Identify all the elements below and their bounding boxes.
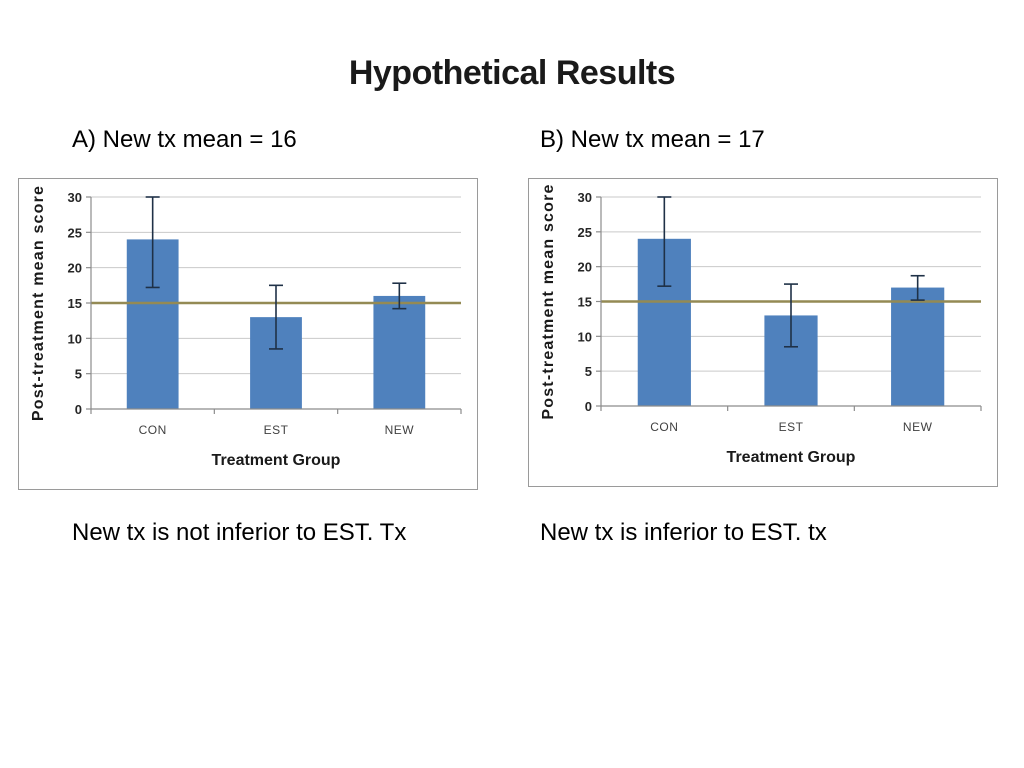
- y-tick-label: 10: [578, 329, 592, 344]
- y-tick-label: 25: [578, 225, 592, 240]
- x-category-label: NEW: [385, 423, 415, 437]
- y-tick-label: 0: [75, 402, 82, 417]
- error-bar-est: [784, 283, 798, 348]
- y-axis-title: Post-treatment mean score: [540, 183, 557, 419]
- y-tick-label: 30: [68, 190, 82, 205]
- x-category-label: EST: [779, 420, 804, 434]
- error-bar-con: [145, 196, 160, 289]
- y-tick-label: 25: [68, 225, 82, 240]
- x-category-label: CON: [139, 423, 167, 437]
- y-tick-label: 20: [68, 261, 82, 276]
- bar-new: [891, 287, 945, 406]
- y-tick-label: 5: [75, 367, 82, 382]
- slide-title: Hypothetical Results: [348, 54, 676, 92]
- y-tick-label: 20: [578, 260, 592, 275]
- y-axis-title: Post-treatment mean score: [30, 185, 47, 421]
- bar-chart: 0 5 10 15 20 25 30 CON EST NEW Treatment Group Post…: [30, 185, 462, 469]
- y-tick-label: 15: [68, 296, 82, 311]
- x-category-label: EST: [264, 423, 289, 437]
- panel-b-heading: B) New tx mean = 17: [540, 126, 765, 153]
- y-tick-label: 30: [578, 190, 592, 205]
- chart-panel-b: 0 5 10 15 20 25 30 CON EST NEW Treatment Group Post…: [528, 178, 998, 487]
- panel-b-caption: New tx is inferior to EST. tx: [540, 519, 827, 546]
- error-bar-est: [269, 284, 283, 350]
- error-bar-new: [392, 282, 407, 310]
- x-category-label: NEW: [903, 420, 933, 434]
- x-axis-title: Treatment Group: [727, 449, 856, 466]
- panel-a-caption: New tx is not inferior to EST. Tx: [72, 519, 407, 546]
- error-bar-con: [657, 196, 672, 287]
- chart-panel-a: 0 5 10 15 20 25 30 CON EST NEW Treatment Group Post…: [18, 178, 478, 490]
- bar-chart: 0 5 10 15 20 25 30 CON EST NEW Treatment Group Post…: [540, 183, 982, 466]
- x-category-label: CON: [650, 420, 678, 434]
- y-tick-label: 5: [585, 364, 592, 379]
- y-tick-label: 10: [68, 331, 82, 346]
- bar-new: [373, 295, 426, 409]
- y-tick-label: 0: [585, 399, 592, 414]
- x-axis-title: Treatment Group: [212, 452, 341, 469]
- y-tick-label: 15: [578, 295, 592, 310]
- error-bar-new: [910, 274, 925, 301]
- panel-a-heading: A) New tx mean = 16: [72, 126, 297, 153]
